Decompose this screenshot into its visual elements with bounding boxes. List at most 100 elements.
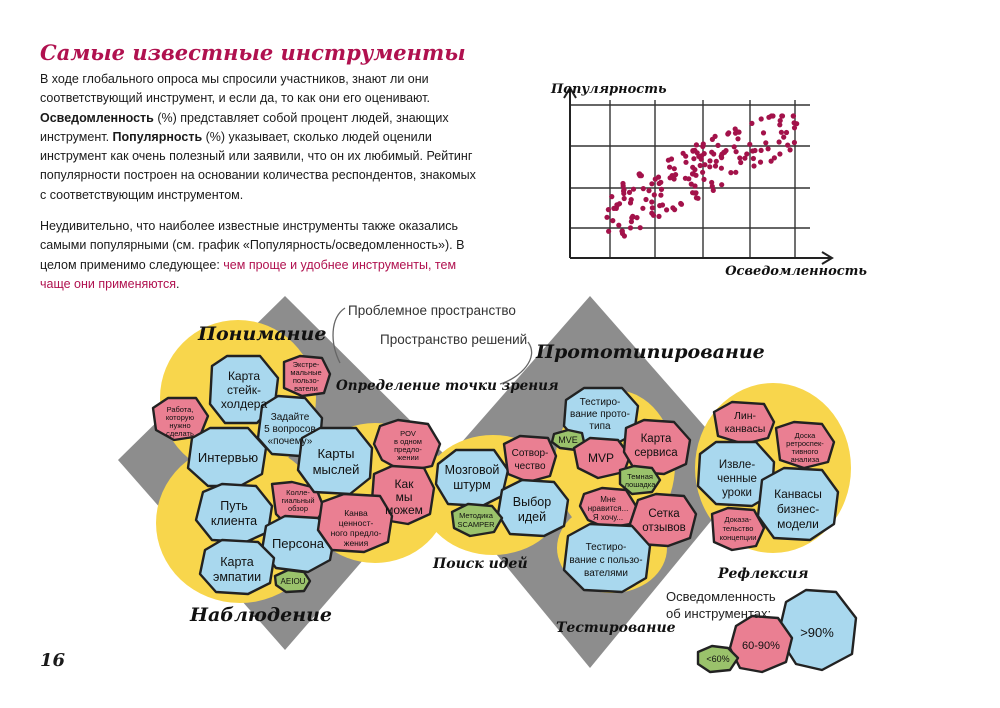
scatter-point xyxy=(707,164,713,170)
scatter-point xyxy=(719,155,725,161)
hex-retrospective xyxy=(774,420,836,470)
page-number: 16 xyxy=(40,650,66,671)
label-value-proposition: Канва ценност-ного предло-жения xyxy=(331,508,382,548)
phase-reflection: Рефлексия xyxy=(717,566,809,582)
scatter-point xyxy=(604,214,610,220)
hex-pov xyxy=(372,418,442,474)
phase-prototyping: Прототипирование xyxy=(535,341,765,363)
scatter-point xyxy=(664,207,670,213)
phase-point-of-view: Определение точки зрения xyxy=(336,378,559,394)
scatter-point xyxy=(731,144,737,150)
label-mind-maps: Карты мыслей xyxy=(313,446,360,477)
scatter-point xyxy=(694,150,700,156)
y-axis-label: Популярность xyxy=(550,82,667,97)
scatter-point xyxy=(693,142,699,148)
scatter-point xyxy=(658,192,664,198)
scatter-point xyxy=(713,158,719,164)
scatter-point xyxy=(630,213,636,219)
scatter-point xyxy=(667,164,673,170)
scatter-point xyxy=(692,190,698,196)
scatter-point xyxy=(712,163,719,169)
scatter-point xyxy=(652,176,658,182)
scatter-point xyxy=(749,120,755,126)
scatter-point xyxy=(621,190,627,197)
scatter-point xyxy=(768,158,774,164)
label-persona: Персона xyxy=(272,536,325,551)
scatter-point xyxy=(787,147,793,153)
scatter-point xyxy=(690,164,696,170)
scatter-point xyxy=(649,205,655,211)
scatter-point xyxy=(735,136,741,142)
scatter-point xyxy=(744,151,750,157)
hex-idea-selection xyxy=(496,478,570,538)
scatter-point xyxy=(737,155,743,161)
scatter-point xyxy=(605,207,611,213)
scatter-point xyxy=(715,142,721,148)
label-feedback-grid: Сетка отзывов xyxy=(642,508,685,534)
chart-points xyxy=(604,113,800,239)
scatter-point xyxy=(760,130,767,136)
scatter-point xyxy=(614,202,620,208)
scatter-point xyxy=(697,162,703,169)
phase-ideation: Поиск идей xyxy=(432,555,528,572)
hex-interview xyxy=(186,426,268,488)
scatter-point xyxy=(630,186,637,192)
callout-solution-space: Пространство решений xyxy=(380,332,527,347)
scatter-point xyxy=(736,129,742,135)
scatter-point xyxy=(619,228,625,234)
scatter-point xyxy=(627,225,634,231)
label-prototype-testing: Тестиро-вание прото-типа xyxy=(570,397,630,432)
label-dark-horse: Темная лошадка xyxy=(625,472,657,489)
section-title: Самые известные инструменты xyxy=(40,40,466,65)
phase-observation: Наблюдение xyxy=(189,604,332,626)
scatter-point xyxy=(709,136,715,142)
scatter-point xyxy=(777,151,783,157)
scatter-point xyxy=(777,118,783,124)
scatter-point xyxy=(718,165,724,171)
callout-problem-space: Проблемное пространство xyxy=(348,303,516,318)
label-i-like: Мне нравится... Я хочу... xyxy=(588,495,629,522)
scatter-point xyxy=(668,156,675,162)
scatter-point xyxy=(751,163,757,169)
label-peer-review: Колле-гиальный обзор xyxy=(281,488,314,513)
scatter-point xyxy=(683,159,689,165)
scatter-point xyxy=(771,155,777,161)
label-proof-of-concept: Доказа-тельство концепции xyxy=(720,515,757,542)
scatter-point xyxy=(791,139,797,146)
scatter-point xyxy=(698,156,704,162)
scatter-point xyxy=(628,219,634,225)
label-retrospective: Доска ретроспек-тивного анализа xyxy=(786,431,824,464)
scatter-point xyxy=(791,120,797,126)
scatter-point xyxy=(785,142,791,148)
hex-jobs xyxy=(151,396,210,442)
scatter-point xyxy=(691,156,697,162)
hex-scamper xyxy=(450,502,504,538)
label-user-testing: Тестиро-вание с пользо-вателями xyxy=(569,542,642,579)
hex-extreme-users xyxy=(282,354,332,398)
scatter-point xyxy=(640,186,646,192)
label-co-creation: Сотвор-чество xyxy=(512,448,549,472)
scatter-point xyxy=(695,195,701,201)
scatter-point xyxy=(621,233,627,239)
hex-mind-maps xyxy=(296,426,374,496)
legend-label-mid: 60-90% xyxy=(742,640,780,652)
tool-hexagons xyxy=(151,354,858,674)
x-axis-label: Осведомленность xyxy=(725,264,867,279)
label-interview: Интервью xyxy=(198,450,258,465)
scatter-point xyxy=(609,194,615,200)
legend-label-low: <60% xyxy=(706,654,729,664)
scatter-point xyxy=(763,140,769,146)
intro-text: В ходе глобального опроса мы спросили уч… xyxy=(40,70,480,306)
scatter-point xyxy=(672,207,678,213)
scatter-point xyxy=(710,187,716,193)
scatter-point xyxy=(700,143,706,150)
hex-proof-of-concept xyxy=(710,506,766,552)
hex-empathy-map xyxy=(198,538,276,596)
scatter-point xyxy=(678,200,684,207)
scatter-point xyxy=(628,197,634,203)
label-lessons-learned: Извле-ченные уроки xyxy=(717,459,757,499)
scatter-point xyxy=(779,113,786,119)
design-thinking-diagram: Карта стейк-холдера Экстре-мальные пользо-… xyxy=(118,296,858,674)
scatter-point xyxy=(758,116,764,122)
scatter-point xyxy=(790,113,796,119)
